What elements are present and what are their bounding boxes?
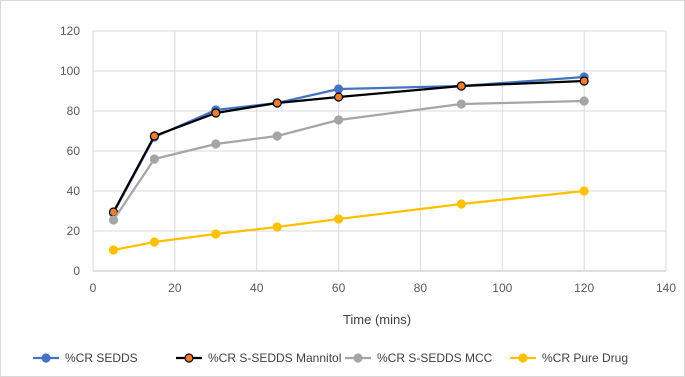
y-tick-label: 40 xyxy=(67,184,81,198)
y-tick-label: 0 xyxy=(73,264,80,278)
y-tick-label: 80 xyxy=(67,104,81,118)
x-tick-label: 80 xyxy=(414,281,428,295)
data-point xyxy=(579,186,589,196)
y-tick-label: 120 xyxy=(60,24,80,38)
data-point xyxy=(333,84,344,94)
legend-item: %CR Pure Drug xyxy=(510,351,628,365)
data-series xyxy=(108,72,589,255)
series-2 xyxy=(108,76,589,217)
data-point xyxy=(333,92,344,102)
legend-label: %CR SEDDS xyxy=(65,351,138,365)
data-point xyxy=(211,229,221,239)
data-point xyxy=(579,76,589,86)
data-point xyxy=(456,81,466,91)
x-tick-label: 140 xyxy=(656,281,676,295)
data-point xyxy=(456,199,466,209)
data-point xyxy=(211,108,221,118)
x-tick-label: 100 xyxy=(492,281,512,295)
x-tick-label: 40 xyxy=(250,281,264,295)
legend-item: %CR SEDDS xyxy=(33,351,138,365)
y-tick-label: 100 xyxy=(60,64,80,78)
y-tick-label: 60 xyxy=(67,144,81,158)
legend-label: %CR S-SEDDS MCC xyxy=(377,351,493,365)
legend: %CR SEDDS %CR S-SEDDS Mannitol %CR S-SEDDS… xyxy=(33,351,628,365)
x-axis-title: Time (mins) xyxy=(343,312,411,327)
legend-marker xyxy=(41,353,51,363)
legend-label: %CR Pure Drug xyxy=(542,351,628,365)
data-point xyxy=(333,214,344,224)
x-tick-label: 120 xyxy=(574,281,594,295)
data-point xyxy=(456,99,466,109)
data-point xyxy=(149,237,159,247)
x-tick-label: 0 xyxy=(90,281,97,295)
y-tick-label: 20 xyxy=(67,224,81,238)
data-point xyxy=(108,215,119,225)
legend-marker xyxy=(353,353,363,363)
series-3 xyxy=(108,96,589,225)
data-point xyxy=(272,98,282,108)
data-point xyxy=(149,154,159,164)
data-point xyxy=(211,139,221,149)
data-point xyxy=(579,96,589,106)
axes: 0 20 40 60 80 100 120 0 20 40 60 80 100 120 140 xyxy=(60,24,676,295)
legend-marker xyxy=(184,353,194,363)
data-point xyxy=(333,115,344,125)
data-point xyxy=(272,131,282,141)
legend-item: %CR S-SEDDS MCC xyxy=(345,351,493,365)
gridlines xyxy=(93,30,667,271)
legend-item: %CR S-SEDDS Mannitol xyxy=(176,351,341,365)
data-point xyxy=(149,131,159,141)
legend-marker xyxy=(518,353,528,363)
series-4 xyxy=(108,186,589,255)
legend-label: %CR S-SEDDS Mannitol xyxy=(208,351,341,365)
x-tick-label: 20 xyxy=(168,281,182,295)
data-point xyxy=(272,222,282,232)
data-point xyxy=(108,245,119,255)
x-tick-label: 60 xyxy=(332,281,346,295)
